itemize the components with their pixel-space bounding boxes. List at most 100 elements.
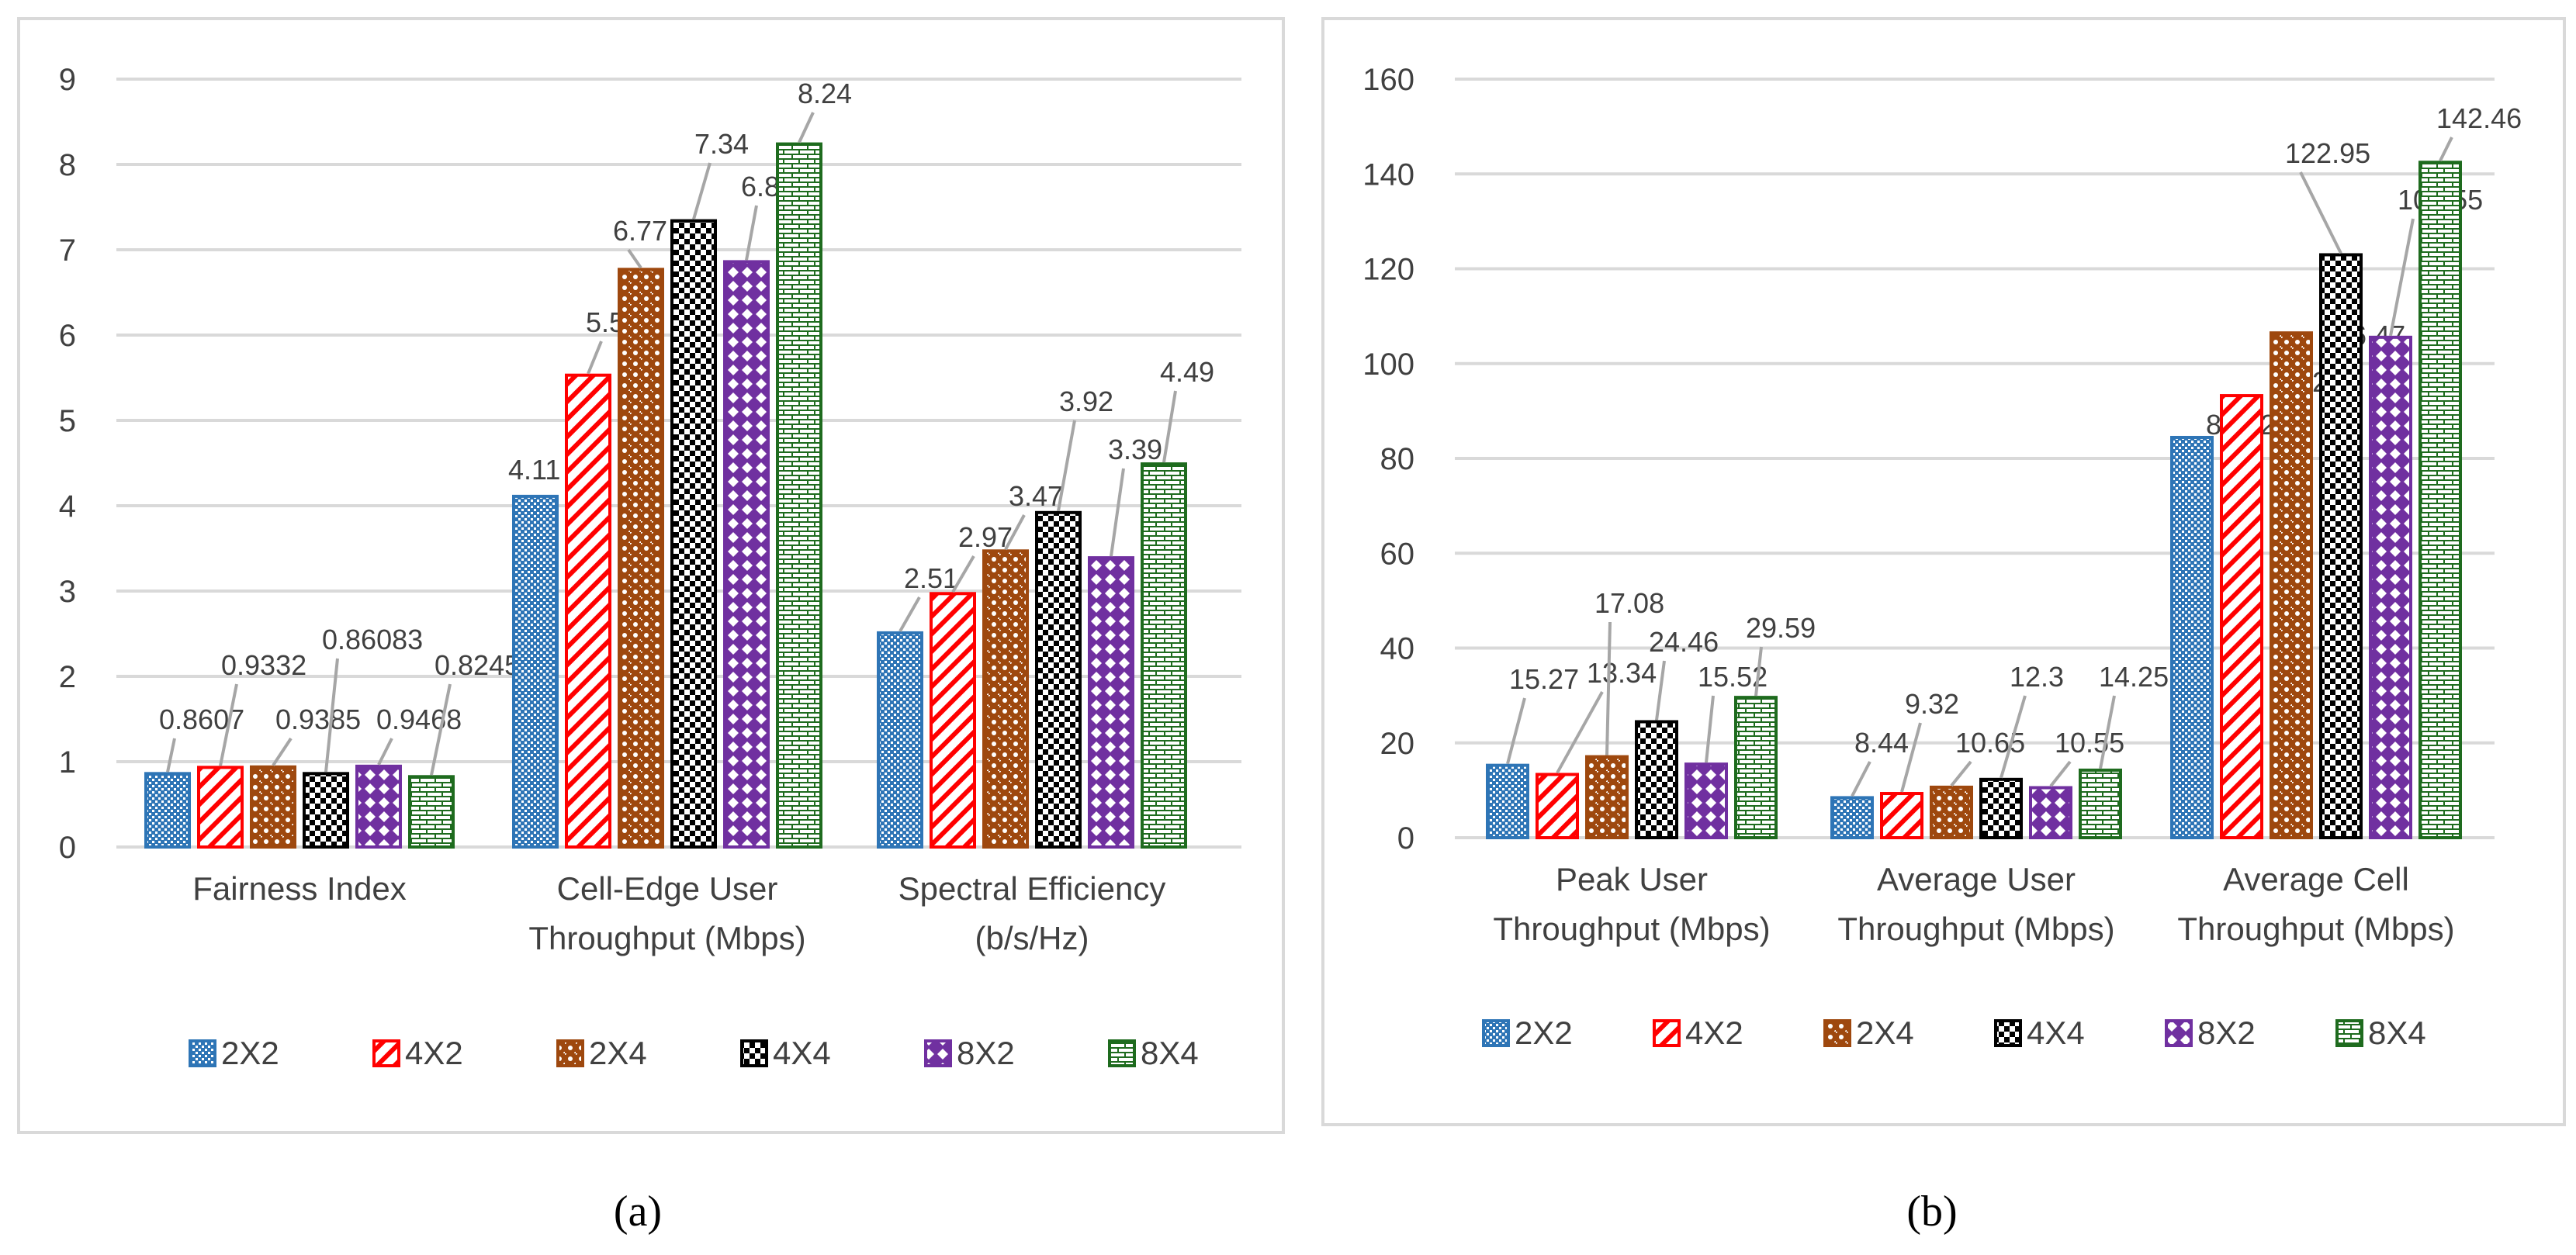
x-category-label: (b/s/Hz) <box>975 920 1089 956</box>
data-label: 0.86083 <box>322 624 423 655</box>
y-tick-label: 0 <box>59 831 76 865</box>
data-label: 13.34 <box>1587 657 1657 689</box>
x-category-label: Cell-Edge User <box>557 870 778 907</box>
y-tick-label: 7 <box>59 233 76 268</box>
leader-line <box>1655 660 1666 721</box>
bar-fairness-index-8x2 <box>355 764 402 849</box>
leader-line <box>2099 695 2116 769</box>
y-tick-label: 6 <box>59 319 76 353</box>
legend-swatch-2x4 <box>556 1039 584 1067</box>
y-tick-label: 100 <box>1362 347 1414 382</box>
caption-a: (a) <box>614 1188 662 1236</box>
legend-swatch-2x4 <box>1823 1019 1851 1047</box>
y-tick-label: 2 <box>59 660 76 694</box>
bar-cell-edge-user-throughput-mbps-4x2 <box>565 373 611 849</box>
y-tick-label: 1 <box>59 745 76 780</box>
bar-peak-user-throughput-mbps-2x4 <box>1585 755 1629 840</box>
bar-fairness-index-4x2 <box>197 766 244 849</box>
bar-peak-user-throughput-mbps-4x2 <box>1536 773 1579 839</box>
y-tick-label: 160 <box>1362 63 1414 97</box>
bar-average-user-throughput-mbps-2x2 <box>1830 796 1874 840</box>
legend-swatch-8x4 <box>2335 1019 2363 1047</box>
data-label: 2.51 <box>904 562 958 594</box>
data-label: 3.92 <box>1059 385 1113 417</box>
data-label: 9.32 <box>1905 688 1959 720</box>
y-tick-label: 120 <box>1362 253 1414 287</box>
leader-line <box>1506 697 1526 765</box>
leader-line <box>1900 722 1922 793</box>
bar-average-user-throughput-mbps-8x4 <box>2079 768 2122 839</box>
data-label: 29.59 <box>1746 612 1816 644</box>
legend-label-2x2: 2X2 <box>221 1035 279 1071</box>
bar-peak-user-throughput-mbps-8x4 <box>1734 696 1778 839</box>
x-category-label: Spectral Efficiency <box>898 870 1166 907</box>
bar-average-user-throughput-mbps-4x2 <box>1880 792 1923 839</box>
bar-fairness-index-4x4 <box>303 772 349 849</box>
data-label: 142.46 <box>2436 102 2522 134</box>
data-label: 15.27 <box>1509 663 1579 695</box>
leader-line <box>1950 760 1972 787</box>
bar-spectral-efficiency-b-s-hz-8x2 <box>1088 556 1134 849</box>
bar-average-cell-throughput-mbps-4x4 <box>2319 253 2363 839</box>
chart-a: 01234567890.86070.93320.93850.860830.946… <box>59 63 1241 1071</box>
data-label: 10.55 <box>2055 727 2124 759</box>
bar-cell-edge-user-throughput-mbps-2x4 <box>618 268 664 849</box>
bar-spectral-efficiency-b-s-hz-2x2 <box>877 631 923 849</box>
y-tick-label: 140 <box>1362 157 1414 192</box>
data-label: 122.95 <box>2285 137 2370 169</box>
leader-line <box>1556 691 1604 774</box>
leader-line <box>272 737 293 766</box>
x-category-label: Fairness Index <box>192 870 406 907</box>
legend-swatch-4x4 <box>1994 1019 2022 1047</box>
bar-average-user-throughput-mbps-8x2 <box>2029 786 2072 839</box>
data-label: 3.47 <box>1009 480 1063 512</box>
data-label: 6.77 <box>613 215 667 247</box>
leader-line <box>1162 390 1177 463</box>
bar-average-user-throughput-mbps-2x4 <box>1930 785 1973 839</box>
leader-line <box>587 341 603 375</box>
leader-line <box>2439 137 2453 162</box>
data-label: 7.34 <box>694 128 749 160</box>
leader-line <box>1754 646 1763 697</box>
leader-line <box>1705 695 1715 763</box>
legend-swatch-8x4 <box>1108 1039 1136 1067</box>
leader-line <box>2049 760 2072 787</box>
x-category-label: Throughput (Mbps) <box>2177 911 2454 947</box>
y-tick-label: 4 <box>59 489 76 524</box>
legend-label-4x2: 4X2 <box>405 1035 463 1071</box>
leader-line <box>1605 621 1612 755</box>
bar-average-cell-throughput-mbps-8x2 <box>2369 335 2412 839</box>
data-label: 24.46 <box>1649 626 1719 658</box>
legend-swatch-2x2 <box>189 1039 216 1067</box>
y-tick-label: 80 <box>1380 442 1415 476</box>
leader-line <box>951 555 975 593</box>
bar-average-cell-throughput-mbps-4x2 <box>2220 394 2263 839</box>
data-label: 3.39 <box>1108 434 1162 465</box>
bar-spectral-efficiency-b-s-hz-4x4 <box>1035 510 1082 849</box>
bar-spectral-efficiency-b-s-hz-2x4 <box>982 549 1029 849</box>
leader-line <box>377 738 393 766</box>
y-tick-label: 9 <box>59 63 76 97</box>
x-category-label: Throughput (Mbps) <box>1837 911 2114 947</box>
data-label: 17.08 <box>1594 587 1664 619</box>
bar-fairness-index-2x4 <box>250 765 296 849</box>
legend-label-8x4: 8X4 <box>2368 1015 2426 1051</box>
caption-b: (b) <box>1906 1188 1957 1236</box>
legend-swatch-4x2 <box>1653 1019 1681 1047</box>
x-category-label: Average Cell <box>2223 861 2409 897</box>
x-category-label: Average User <box>1877 861 2076 897</box>
legend-swatch-4x4 <box>740 1039 768 1067</box>
leader-line <box>2299 171 2342 254</box>
data-label: 0.9468 <box>376 704 462 735</box>
bar-average-user-throughput-mbps-4x4 <box>1979 777 2023 839</box>
legend-label-4x4: 4X4 <box>773 1035 831 1071</box>
bar-average-cell-throughput-mbps-2x2 <box>2170 435 2214 839</box>
y-tick-label: 60 <box>1380 537 1415 571</box>
data-label: 8.44 <box>1854 727 1909 759</box>
bar-cell-edge-user-throughput-mbps-8x2 <box>723 260 770 849</box>
leader-line <box>1004 514 1026 551</box>
data-label: 8.24 <box>798 78 852 109</box>
bar-average-cell-throughput-mbps-8x4 <box>2418 161 2462 839</box>
legend-label-8x4: 8X4 <box>1141 1035 1199 1071</box>
leader-line <box>430 683 452 776</box>
